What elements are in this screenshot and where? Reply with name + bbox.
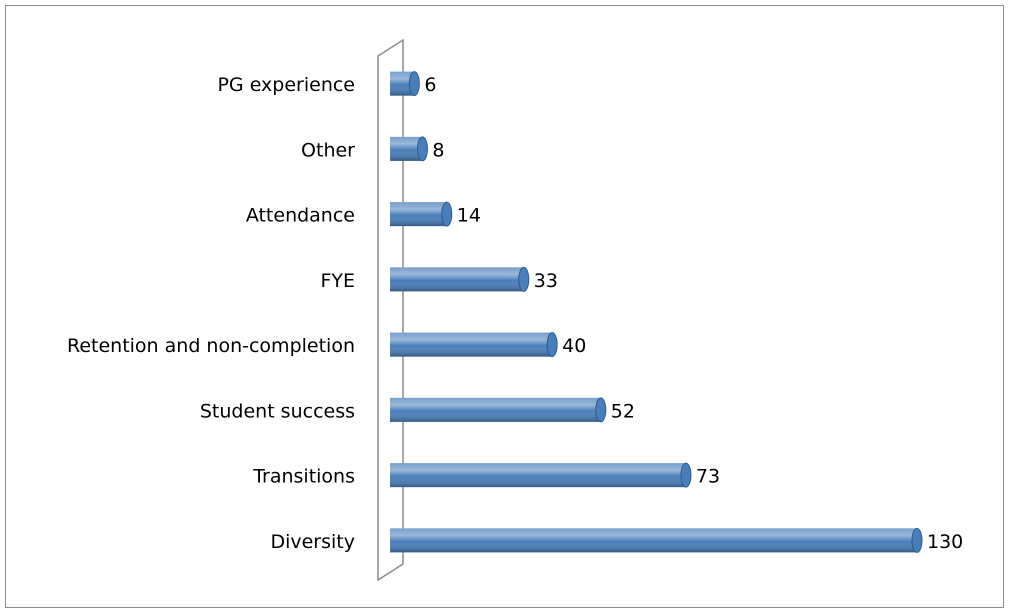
axis-wall [377, 38, 404, 582]
bar-cap [518, 266, 530, 292]
bar-shine [390, 267, 524, 292]
y-tick-label: FYE [320, 270, 355, 292]
y-tick-label: Other [301, 139, 355, 161]
y-tick-label: Student success [200, 400, 355, 422]
bar-cap [595, 397, 607, 423]
bar-cap [441, 201, 453, 227]
value-label: 52 [611, 400, 635, 422]
bar-cap [416, 136, 428, 162]
value-label: 8 [432, 139, 444, 161]
y-tick-label: Diversity [270, 531, 355, 553]
bar-shine [390, 332, 553, 357]
bar-shine [390, 463, 686, 488]
bar-cap [546, 332, 558, 358]
bar-shine [390, 528, 917, 553]
value-label: 40 [562, 335, 586, 357]
value-label: 33 [534, 270, 558, 292]
y-tick-label: Transitions [252, 466, 355, 488]
y-tick-label: Retention and non-completion [67, 335, 355, 357]
bar-shine [390, 397, 601, 422]
bar-shine [390, 202, 447, 227]
bar-cap [408, 71, 420, 97]
bar-cap [911, 527, 923, 553]
y-tick-label: Attendance [246, 205, 355, 227]
chart-border [5, 5, 1004, 608]
value-label: 6 [424, 74, 436, 96]
value-label: 14 [457, 205, 481, 227]
y-tick-label: PG experience [217, 74, 355, 96]
value-label: 130 [927, 531, 963, 553]
bar-cap [680, 462, 692, 488]
value-label: 73 [696, 466, 720, 488]
